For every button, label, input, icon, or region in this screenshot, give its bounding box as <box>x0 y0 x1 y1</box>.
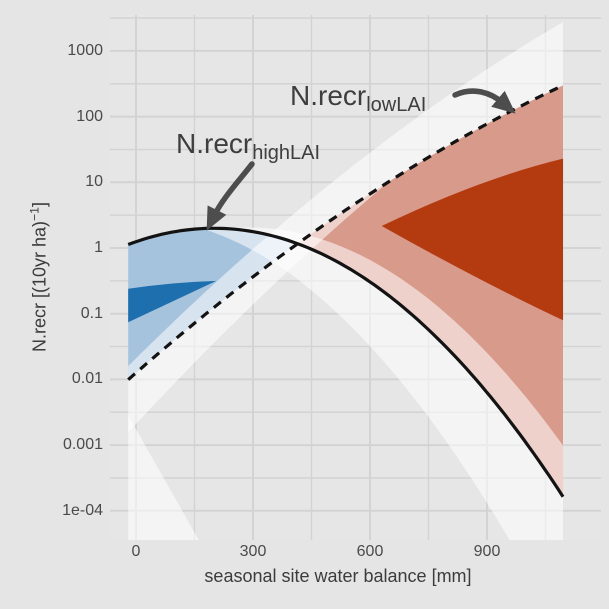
annotation-lowlai-label: N.recrlowLAI <box>290 80 427 116</box>
arrow-to-lowlai-curve-icon <box>452 88 516 114</box>
x-axis-title: seasonal site water balance [mm] <box>204 566 472 586</box>
x-tick-label: 0 <box>131 543 141 560</box>
x-tick-label: 600 <box>356 543 384 560</box>
y-tick-label: 0.01 <box>71 370 103 388</box>
x-tick-label: 300 <box>239 543 267 560</box>
y-tick-label: 10 <box>85 173 103 191</box>
x-tick-label: 900 <box>473 543 501 560</box>
panel-layers <box>110 15 601 540</box>
core-region-dark-red <box>381 158 564 321</box>
annotation-highlai-label: N.recrhighLAI <box>176 128 321 164</box>
y-axis-title-superscript: −1 <box>27 207 42 221</box>
y-tick-label: 100 <box>76 107 103 125</box>
annotation-arrows <box>206 88 516 231</box>
confidence-fan-highlai <box>202 227 563 540</box>
y-tick-label: 0.001 <box>62 436 103 454</box>
arrow-to-highlai-curve-icon <box>206 161 255 231</box>
core-region-dark-blue <box>128 280 217 323</box>
y-tick-label: 0.1 <box>80 304 103 322</box>
lowlai-curve-dashed <box>127 83 564 381</box>
y-tick-label: 1 <box>94 239 103 256</box>
y-tick-label: 1000 <box>67 41 103 59</box>
confidence-fan-lower-left <box>128 415 199 540</box>
y-tick-label: 1e-04 <box>62 501 103 519</box>
confidence-fan-lowlai <box>128 22 563 433</box>
highlai-curve-solid <box>127 226 565 498</box>
y-axis-title: N.recr [(10yr ha)−1] <box>27 202 50 352</box>
